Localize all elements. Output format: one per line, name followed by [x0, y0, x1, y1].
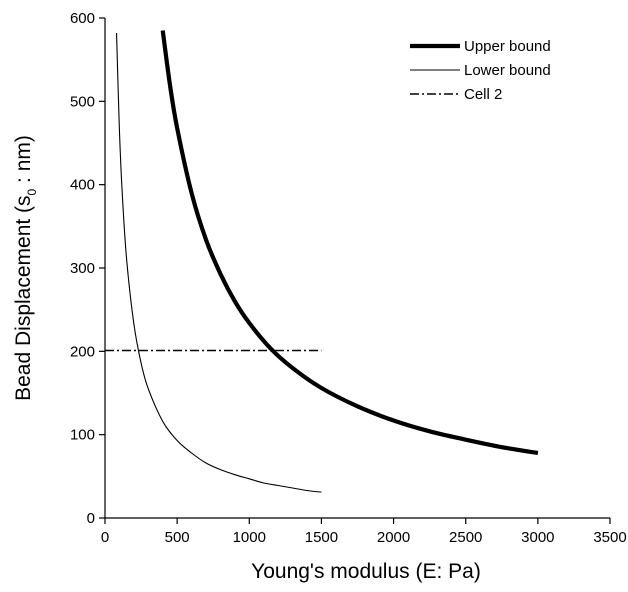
legend: Upper bound Lower bound Cell 2 — [410, 38, 551, 103]
x-axis-title: Young's modulus (E: Pa) — [251, 560, 481, 583]
y-tick-label-600: 600 — [70, 10, 95, 27]
legend-label-upper-bound: Upper bound — [464, 38, 551, 55]
x-tick-label-1500: 1500 — [305, 529, 338, 546]
legend-label-lower-bound: Lower bound — [464, 62, 551, 79]
y-axis-title: Bead Displacement (s0 : nm) — [12, 135, 39, 401]
y-tick-label-0: 0 — [87, 510, 95, 527]
x-tick-label-3000: 3000 — [521, 529, 554, 546]
y-tick-label-100: 100 — [70, 427, 95, 444]
legend-label-cell-2: Cell 2 — [464, 86, 502, 103]
series-line-lower-bound — [115, 32, 322, 493]
y-axis-title-subscript: 0 — [25, 188, 39, 195]
y-tick-label-500: 500 — [70, 93, 95, 110]
y-axis-title-end: : nm) — [12, 135, 35, 189]
x-tick-label-2500: 2500 — [449, 529, 482, 546]
y-tick-label-200: 200 — [70, 343, 95, 360]
x-tick-label-500: 500 — [165, 529, 190, 546]
x-tick-label-3500: 3500 — [593, 529, 626, 546]
series-line-upper-bound — [160, 30, 539, 456]
x-tick-label-1000: 1000 — [233, 529, 266, 546]
axes — [104, 18, 610, 519]
x-tick-label-0: 0 — [101, 529, 109, 546]
x-ticks: 0 500 1000 1500 2000 2500 3000 3500 — [101, 518, 627, 546]
series-layer — [105, 30, 539, 493]
x-tick-label-2000: 2000 — [377, 529, 410, 546]
y-tick-label-300: 300 — [70, 260, 95, 277]
y-axis-title-main: Bead Displacement (s — [12, 195, 35, 400]
y-tick-label-400: 400 — [70, 177, 95, 194]
y-ticks: 0 100 200 300 400 500 600 — [70, 10, 105, 527]
